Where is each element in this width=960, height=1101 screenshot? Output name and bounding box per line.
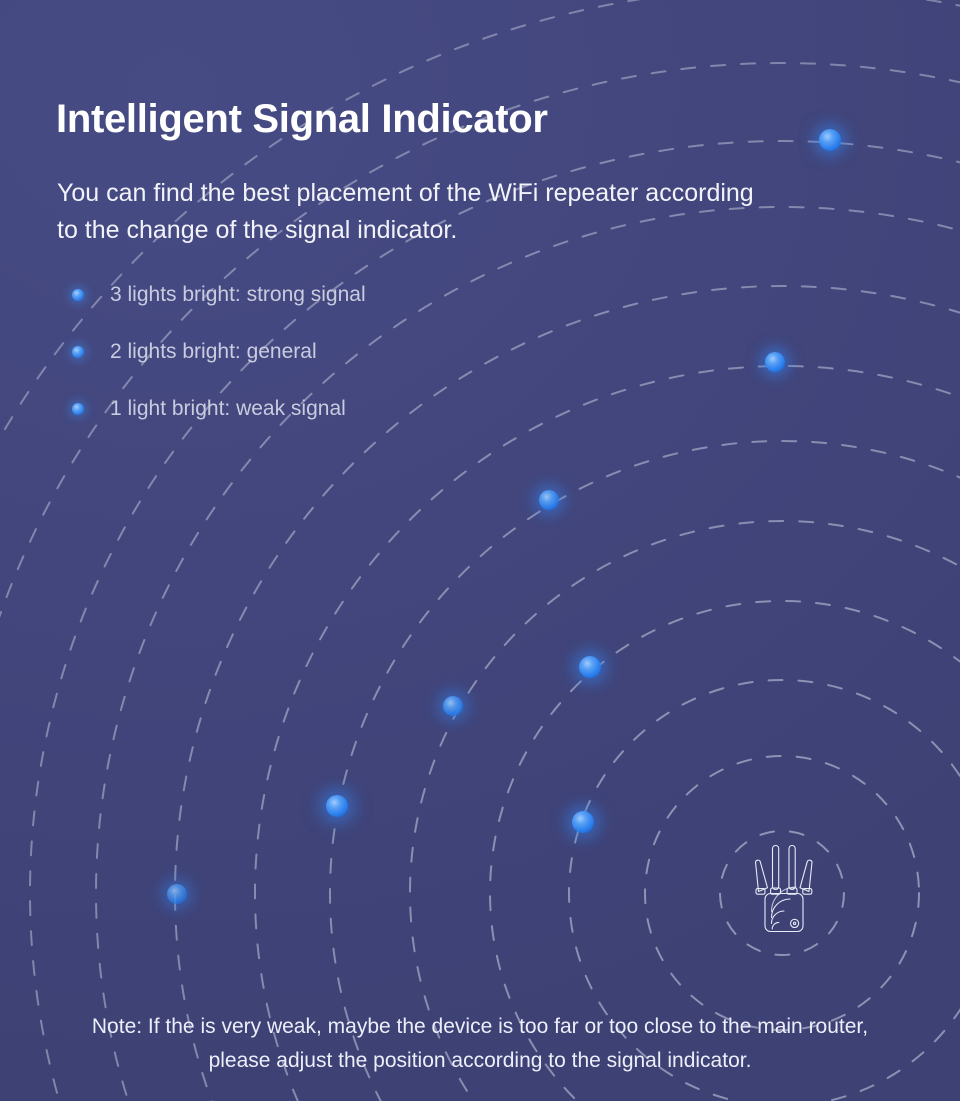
list-item-label: 3 lights bright: strong signal <box>110 283 366 306</box>
list-item: 2 lights bright: general <box>68 335 588 392</box>
list-item: 1 light bright: weak signal <box>68 392 588 449</box>
page-subtitle: You can find the best placement of the W… <box>57 179 754 244</box>
signal-dot <box>572 811 594 833</box>
signal-dot <box>819 129 841 151</box>
bullet-dot-icon <box>72 403 84 415</box>
footer-note-line-2: please adjust the position according to … <box>208 1048 752 1072</box>
bullet-dot-icon <box>72 289 84 301</box>
signal-dot <box>539 490 559 510</box>
signal-legend-list: 3 lights bright: strong signal 2 lights … <box>68 278 588 449</box>
page-title: Intelligent Signal Indicator <box>56 96 548 141</box>
signal-dot <box>326 795 348 817</box>
list-item-label: 1 light bright: weak signal <box>110 397 346 420</box>
bullet-dot-icon <box>72 346 84 358</box>
signal-dot <box>167 884 187 904</box>
signal-dot <box>443 696 463 716</box>
wifi-repeater-icon <box>742 838 826 934</box>
signal-ring <box>254 365 960 1101</box>
list-item: 3 lights bright: strong signal <box>68 278 588 335</box>
footer-note-line-1: Note: If the is very weak, maybe the dev… <box>91 1015 869 1038</box>
signal-ring <box>329 440 960 1101</box>
list-item-label: 2 lights bright: general <box>110 340 317 363</box>
signal-dot <box>765 352 785 372</box>
signal-dot <box>579 656 601 678</box>
footer-note: Note: If the is very weak, maybe the dev… <box>0 1010 960 1077</box>
